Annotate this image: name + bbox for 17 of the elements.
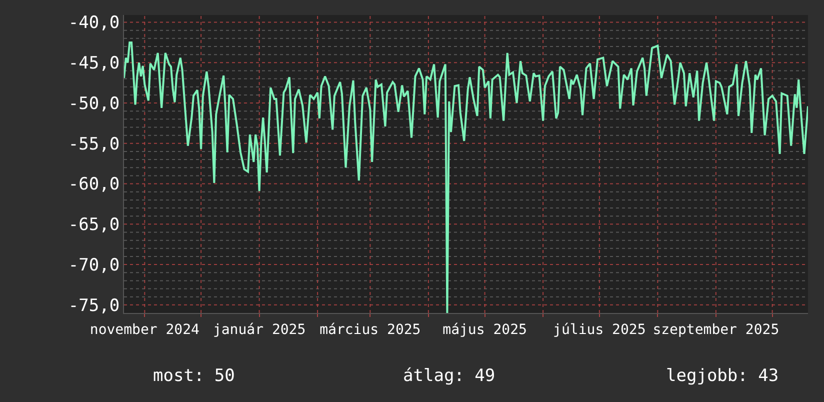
y-tick-label: -70,0 bbox=[68, 255, 120, 276]
x-tick-label: szeptember 2025 bbox=[652, 322, 780, 338]
y-tick-label: -40,0 bbox=[68, 13, 120, 34]
y-tick-label: -50,0 bbox=[68, 94, 120, 114]
y-tick-label: -65,0 bbox=[68, 215, 120, 236]
text: legjobb: 43 bbox=[666, 366, 779, 386]
x-tick-label: július 2025 bbox=[553, 322, 646, 338]
x-tick-label: november 2024 bbox=[90, 322, 200, 338]
y-tick-label: -60,0 bbox=[68, 174, 120, 195]
y-tick-label: -45,0 bbox=[68, 54, 120, 74]
x-tick-label: január 2025 bbox=[212, 322, 306, 338]
y-tick-label: -75,0 bbox=[68, 296, 120, 316]
x-tick-label: március 2025 bbox=[320, 322, 421, 338]
x-tick-label: május 2025 bbox=[442, 322, 527, 338]
y-tick-label: -55,0 bbox=[68, 134, 120, 154]
text: most: 50 bbox=[153, 366, 235, 386]
text: átlag: 49 bbox=[403, 366, 496, 386]
